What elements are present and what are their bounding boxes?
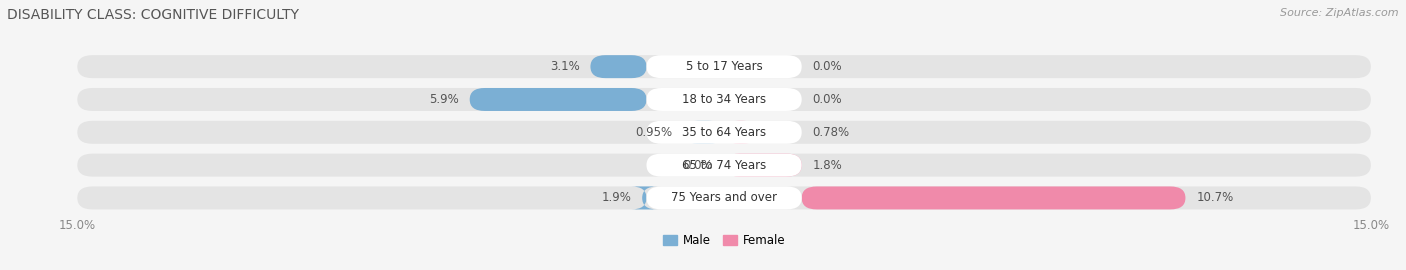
Text: 75 Years and over: 75 Years and over <box>671 191 778 204</box>
Legend: Male, Female: Male, Female <box>662 234 786 247</box>
FancyBboxPatch shape <box>470 88 647 111</box>
FancyBboxPatch shape <box>591 55 647 78</box>
Text: 5.9%: 5.9% <box>429 93 458 106</box>
FancyBboxPatch shape <box>631 187 657 210</box>
Text: 18 to 34 Years: 18 to 34 Years <box>682 93 766 106</box>
FancyBboxPatch shape <box>77 55 1371 78</box>
Text: 65 to 74 Years: 65 to 74 Years <box>682 158 766 172</box>
FancyBboxPatch shape <box>801 187 1185 210</box>
Text: 0.78%: 0.78% <box>813 126 849 139</box>
FancyBboxPatch shape <box>724 121 758 144</box>
Text: 0.0%: 0.0% <box>683 158 713 172</box>
Text: 3.1%: 3.1% <box>550 60 579 73</box>
FancyBboxPatch shape <box>724 154 801 177</box>
Text: 0.0%: 0.0% <box>813 60 842 73</box>
FancyBboxPatch shape <box>647 187 801 210</box>
FancyBboxPatch shape <box>683 121 724 144</box>
FancyBboxPatch shape <box>647 154 801 177</box>
Text: 35 to 64 Years: 35 to 64 Years <box>682 126 766 139</box>
Text: 0.95%: 0.95% <box>636 126 672 139</box>
FancyBboxPatch shape <box>647 88 801 111</box>
Text: 1.9%: 1.9% <box>602 191 631 204</box>
Text: 1.8%: 1.8% <box>813 158 842 172</box>
Text: DISABILITY CLASS: COGNITIVE DIFFICULTY: DISABILITY CLASS: COGNITIVE DIFFICULTY <box>7 8 299 22</box>
FancyBboxPatch shape <box>77 154 1371 177</box>
FancyBboxPatch shape <box>77 121 1371 144</box>
Text: Source: ZipAtlas.com: Source: ZipAtlas.com <box>1281 8 1399 18</box>
FancyBboxPatch shape <box>77 88 1371 111</box>
FancyBboxPatch shape <box>77 187 1371 210</box>
Text: 5 to 17 Years: 5 to 17 Years <box>686 60 762 73</box>
Text: 0.0%: 0.0% <box>813 93 842 106</box>
FancyBboxPatch shape <box>647 55 801 78</box>
Text: 10.7%: 10.7% <box>1197 191 1233 204</box>
FancyBboxPatch shape <box>647 121 801 144</box>
